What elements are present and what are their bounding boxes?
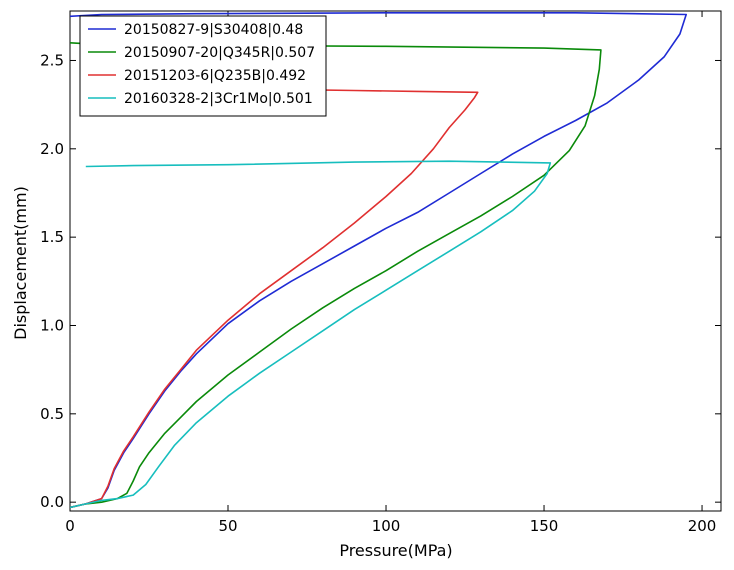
- series-line-1: [70, 12, 687, 509]
- y-tick-label: 2.0: [40, 140, 64, 158]
- y-axis-label: Displacement(mm): [11, 186, 30, 340]
- legend-entry-3: 20151203-6|Q235B|0.492: [124, 68, 306, 84]
- y-tick-label: 1.5: [40, 228, 64, 246]
- legend-box: [79, 15, 327, 117]
- x-tick-label: 0: [65, 517, 75, 535]
- x-tick-label: 100: [372, 517, 401, 535]
- x-tick-label: 50: [218, 517, 237, 535]
- x-axis-label: Pressure(MPa): [339, 541, 452, 560]
- series-line-2: [70, 42, 602, 509]
- legend-entry-2: 20150907-20|Q345R|0.507: [124, 45, 315, 61]
- y-tick-label: 0.5: [40, 405, 64, 423]
- series-layer: [70, 12, 687, 509]
- legend: 20150827-9|S30408|0.48 20150907-20|Q345R|…: [79, 15, 327, 117]
- series-line-4: [70, 160, 552, 509]
- y-tick-label: 0.0: [40, 493, 64, 511]
- x-tick-label: 200: [688, 517, 717, 535]
- x-axis-ticks: 0 50 100 150 200: [65, 11, 716, 535]
- legend-entry-1: 20150827-9|S30408|0.48: [124, 22, 303, 38]
- x-tick-label: 150: [530, 517, 559, 535]
- y-tick-label: 1.0: [40, 316, 64, 334]
- legend-entry-4: 20160328-2|3Cr1Mo|0.501: [124, 91, 313, 107]
- y-axis-ticks: 0.0 0.5 1.0 1.5 2.0 2.5: [40, 51, 721, 511]
- series-line-3: [70, 87, 479, 509]
- y-tick-label: 2.5: [40, 51, 64, 69]
